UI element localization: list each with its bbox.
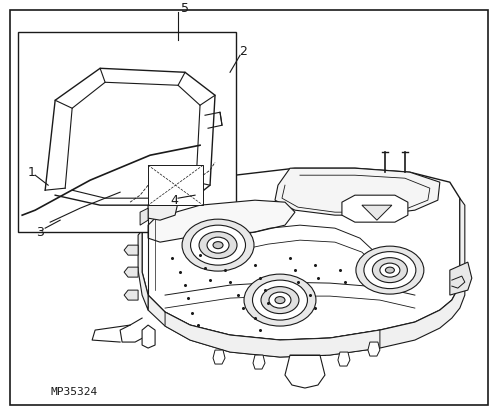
Ellipse shape <box>213 242 223 249</box>
Polygon shape <box>148 200 295 242</box>
Polygon shape <box>124 245 138 255</box>
Polygon shape <box>338 352 350 366</box>
Polygon shape <box>140 208 148 225</box>
Text: 4: 4 <box>170 194 178 207</box>
Ellipse shape <box>269 292 291 308</box>
Ellipse shape <box>386 267 394 273</box>
Text: 5: 5 <box>181 2 189 15</box>
Polygon shape <box>362 205 392 220</box>
Text: 1: 1 <box>27 166 35 179</box>
Text: 2: 2 <box>239 45 247 58</box>
Ellipse shape <box>199 232 237 259</box>
Polygon shape <box>342 195 408 222</box>
Polygon shape <box>142 325 155 348</box>
Text: MP35324: MP35324 <box>50 387 98 397</box>
Polygon shape <box>213 350 225 364</box>
Ellipse shape <box>252 280 308 320</box>
Ellipse shape <box>372 258 408 282</box>
Polygon shape <box>450 262 472 295</box>
Polygon shape <box>275 168 440 215</box>
Polygon shape <box>148 165 203 205</box>
Ellipse shape <box>275 297 285 304</box>
Polygon shape <box>142 168 460 340</box>
Ellipse shape <box>380 263 400 277</box>
Polygon shape <box>138 205 148 310</box>
Text: 3: 3 <box>36 225 44 239</box>
Polygon shape <box>124 267 138 277</box>
Ellipse shape <box>182 219 254 271</box>
Ellipse shape <box>356 246 424 294</box>
Ellipse shape <box>364 252 416 289</box>
Ellipse shape <box>261 287 299 314</box>
Ellipse shape <box>244 274 316 326</box>
Polygon shape <box>148 198 465 357</box>
Ellipse shape <box>207 237 229 253</box>
Ellipse shape <box>190 225 246 265</box>
Polygon shape <box>148 198 178 220</box>
Polygon shape <box>368 342 380 356</box>
Polygon shape <box>165 312 380 357</box>
Bar <box>18 32 236 232</box>
Polygon shape <box>124 290 138 300</box>
Polygon shape <box>253 355 265 369</box>
Polygon shape <box>285 355 325 388</box>
